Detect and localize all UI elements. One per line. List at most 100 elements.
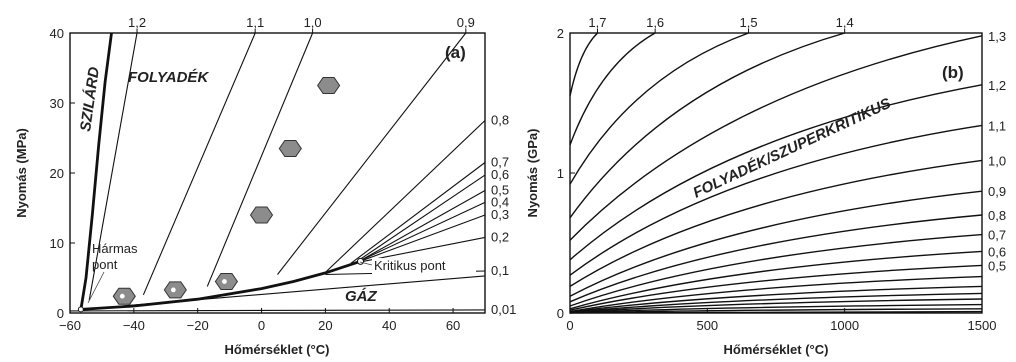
isochore-line <box>569 275 983 313</box>
marker-highlight <box>222 279 227 284</box>
x-tick-label: 20 <box>318 318 332 333</box>
hexagon-marker <box>249 206 274 224</box>
isochore-line <box>360 190 486 261</box>
panel-b-ticks: 1,7 1,6 1,5 1,4 1,3 1,2 1,1 1,0 0,9 0,8 0,70,60,5 0… <box>557 15 1006 333</box>
solid-region-label: SZILÁRD <box>77 66 103 133</box>
isochore-line <box>360 236 486 263</box>
isochore-density-label: 1,0 <box>304 15 322 30</box>
melting-curve <box>79 32 113 310</box>
isochore-density-label: 0,9 <box>988 184 1006 199</box>
isochore-line <box>206 32 314 287</box>
critical-point-label-bg <box>372 258 476 274</box>
isochore-line <box>569 190 983 297</box>
x-tick-label: 0 <box>258 318 265 333</box>
panel-a-chart: 1,2 1,1 1,0 0,9 0,8 0,70,60,50,40,3 0,2 0,1 0,01… <box>14 15 516 357</box>
isochore-line <box>569 264 983 311</box>
y-tick-label: 2 <box>557 26 564 41</box>
y-tick-label: 0 <box>557 306 564 321</box>
isochore-density-label: 0,5 <box>491 183 509 198</box>
isochore-density-label: 1,1 <box>988 118 1006 133</box>
isochore-density-label: 0,7 <box>988 228 1006 243</box>
y-tick-label: 20 <box>50 166 64 181</box>
critical-point-marker <box>357 257 364 265</box>
y-tick-label: 30 <box>50 96 64 111</box>
isochore-line <box>69 309 486 312</box>
x-tick-label: 0 <box>566 318 573 333</box>
hexagon-marker <box>278 140 302 157</box>
isochore-line <box>569 32 845 219</box>
isochore-line <box>569 298 983 314</box>
triple-point-leader <box>87 271 105 304</box>
critical-point-label: Kritikus pont <box>374 258 446 273</box>
isochore-line <box>569 233 983 307</box>
x-tick-label: 1500 <box>968 318 997 333</box>
panel-b-curves <box>569 32 983 314</box>
panel-a-ticks: 1,2 1,1 1,0 0,9 0,8 0,70,60,50,40,3 0,2 0,1 0,01… <box>50 15 517 333</box>
isochore-line <box>569 292 983 313</box>
marker-highlight <box>170 287 176 293</box>
isochore-line <box>142 32 256 296</box>
y-tick-label: 40 <box>50 26 64 41</box>
isochore-line <box>569 124 983 276</box>
x-tick-label: −20 <box>187 318 209 333</box>
isochore-density-label: 1,3 <box>988 29 1006 44</box>
x-tick-label: 500 <box>696 318 718 333</box>
triple-point-label-line1: Hármas <box>92 241 138 256</box>
x-tick-label: −40 <box>123 318 145 333</box>
isochore-line <box>569 250 983 310</box>
marker-highlight <box>119 293 125 299</box>
isochore-density-label: 0,01 <box>491 302 516 317</box>
isochore-density-label: 0,4 <box>491 194 509 209</box>
panel-b-chart: 1,7 1,6 1,5 1,4 1,3 1,2 1,1 1,0 0,9 0,8 0,70,60,5 0… <box>525 15 1006 357</box>
vapor-pressure-curve <box>80 259 361 311</box>
panel-b-y-axis-label: Nyomás (GPa) <box>525 129 540 218</box>
isochore-density-label: 1,5 <box>739 15 757 30</box>
panel-a-label: (a) <box>445 43 466 62</box>
isochore-line <box>277 32 467 275</box>
isochore-line <box>569 214 983 303</box>
isochore-density-label: 0,6 <box>988 244 1006 259</box>
liquid-region-label: FOLYADÉK <box>128 69 209 86</box>
isochore-density-label: 1,6 <box>646 15 664 30</box>
isochore-line <box>360 214 486 262</box>
y-tick-label: 0 <box>57 306 64 321</box>
isochore-density-label: 0,2 <box>491 229 509 244</box>
isochore-line <box>569 32 749 185</box>
triple-point-label-line2: pont <box>92 257 118 272</box>
panel-b-label: (b) <box>942 63 964 82</box>
isochore-line <box>569 35 983 241</box>
isochore-line <box>356 174 486 262</box>
x-tick-label: −60 <box>59 318 81 333</box>
y-tick-label: 10 <box>50 236 64 251</box>
isochore-density-label: 0,5 <box>988 258 1006 273</box>
hexagon-marker <box>316 77 341 94</box>
isochore-density-label: 1,0 <box>988 153 1006 168</box>
isochore-line <box>350 162 486 264</box>
isochore-density-label: 0,3 <box>491 207 509 222</box>
x-tick-label: 1000 <box>830 318 859 333</box>
y-tick-label: 1 <box>557 166 564 181</box>
isochore-density-label: 0,7 <box>491 155 509 170</box>
x-tick-label: 40 <box>382 318 396 333</box>
isochore-density-label: 0,1 <box>491 263 509 278</box>
isochore-line <box>569 32 656 146</box>
isochore-line <box>569 84 983 261</box>
isochore-line <box>325 120 486 273</box>
isochore-line <box>569 303 983 314</box>
triple-point-marker <box>77 306 84 313</box>
isochore-density-label: 1,1 <box>246 15 264 30</box>
x-tick-label: 60 <box>446 318 460 333</box>
isochore-density-label: 0,9 <box>457 15 475 30</box>
isochore-line <box>569 285 983 313</box>
isochore-density-label: 0,8 <box>988 208 1006 223</box>
isochore-density-label: 0,8 <box>491 113 509 128</box>
isochore-line <box>88 32 138 301</box>
isochore-density-label: 1,7 <box>588 15 606 30</box>
isochore-density-label: 1,2 <box>988 78 1006 93</box>
gas-region-label: GÁZ <box>345 288 378 305</box>
isochore-line <box>360 201 486 261</box>
critical-point-leader <box>359 261 373 266</box>
isochore-density-label: 0,6 <box>491 167 509 182</box>
isochore-line <box>569 159 983 287</box>
